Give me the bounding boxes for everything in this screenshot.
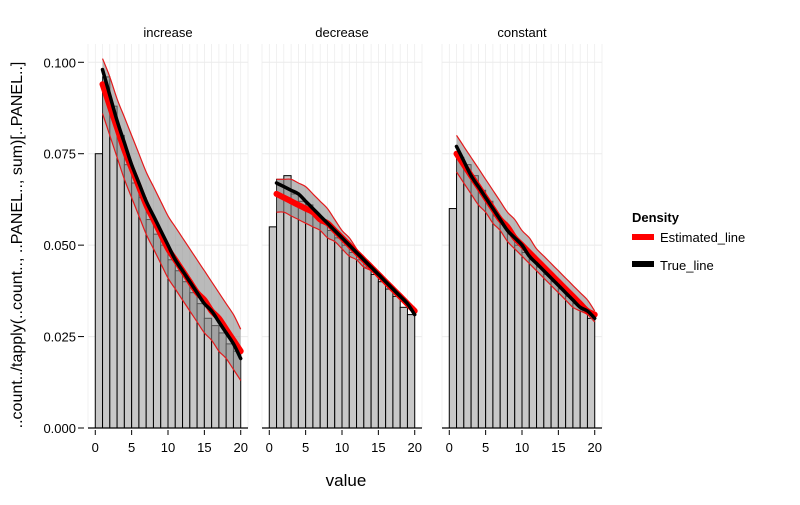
legend-label-true-line: True_line <box>660 258 714 273</box>
panel-constant: constant 0 5 10 15 20 <box>441 25 603 455</box>
histogram-bar <box>377 281 387 429</box>
histogram-bar <box>406 314 416 429</box>
histogram-bar <box>356 259 365 429</box>
histogram-bar <box>385 288 394 429</box>
x-tick-label: 15 <box>371 440 385 455</box>
histogram-bar <box>131 182 140 429</box>
histogram-bar <box>392 295 401 429</box>
x-tick-label: 0 <box>266 440 273 455</box>
histogram-bar <box>297 200 307 429</box>
x-tick-label: 20 <box>587 440 601 455</box>
true-line <box>274 181 417 317</box>
y-tick-label: 0.050 <box>43 238 76 253</box>
legend: Density Estimated_line True_line <box>632 210 745 273</box>
y-tick-label: 0.000 <box>43 421 76 436</box>
x-tick-label: 10 <box>515 440 529 455</box>
histogram-bar <box>572 303 581 429</box>
histogram-bar <box>341 244 350 429</box>
histogram-bar <box>586 317 596 429</box>
y-tick-label: 0.100 <box>43 55 76 70</box>
histogram-bar <box>456 156 465 429</box>
x-axis-label: value <box>326 471 367 490</box>
histogram-bar <box>506 233 516 429</box>
histogram-bar <box>492 215 501 429</box>
histogram-bar <box>305 204 314 429</box>
histogram-bar <box>145 219 154 429</box>
histogram-bar <box>152 233 162 429</box>
histogram-bar <box>470 175 479 429</box>
x-tick-label: 5 <box>482 440 489 455</box>
histogram-bar <box>579 310 588 429</box>
histogram-bar <box>499 222 508 429</box>
legend-key-true-line <box>632 261 654 267</box>
histogram-bar <box>550 281 559 429</box>
histogram-bar <box>94 153 104 429</box>
y-tick-label: 0.075 <box>43 147 76 162</box>
histogram-bar <box>363 266 372 429</box>
y-axis: 0.000 0.025 0.050 0.075 0.100 <box>43 55 84 436</box>
legend-title: Density <box>632 210 680 225</box>
y-axis-label: ..count../tapply(..count.., ..PANEL.., s… <box>9 62 26 429</box>
panel-increase: increase 0 5 10 15 20 <box>87 25 249 455</box>
histogram-bar <box>528 259 538 429</box>
true-line <box>454 144 597 321</box>
histogram-bar <box>557 288 567 429</box>
histogram-bar <box>348 251 358 429</box>
y-tick-label: 0.025 <box>43 330 76 345</box>
histogram-bar <box>268 226 278 429</box>
x-tick-label: 15 <box>197 440 211 455</box>
x-tick-label: 10 <box>161 440 175 455</box>
band-lower-edge <box>101 113 242 381</box>
histogram-bar <box>319 222 328 429</box>
x-tick-label: 20 <box>407 440 421 455</box>
histogram-bar <box>536 266 545 429</box>
histogram-bar <box>276 178 285 429</box>
histogram-bar <box>370 273 379 429</box>
x-tick-label: 0 <box>446 440 453 455</box>
band-upper-edge <box>101 58 242 330</box>
legend-key-estimated-line <box>632 234 654 240</box>
histogram-bar <box>485 200 494 429</box>
band-lower-edge <box>456 171 596 323</box>
legend-label-estimated-line: Estimated_line <box>660 230 745 245</box>
histogram-bar <box>290 193 299 429</box>
histogram-bar <box>565 295 574 429</box>
confidence-band <box>456 135 595 322</box>
histogram-bar <box>521 251 530 429</box>
x-tick-label: 0 <box>92 440 99 455</box>
panel-title: decrease <box>315 25 368 40</box>
x-tick-label: 15 <box>551 440 565 455</box>
x-tick-label: 20 <box>233 440 247 455</box>
histogram-bar <box>312 215 321 429</box>
x-tick-label: 10 <box>335 440 349 455</box>
band-upper-edge <box>456 135 596 312</box>
histogram-bar <box>514 244 523 429</box>
histogram-bar <box>399 306 408 429</box>
histogram-bar <box>116 134 125 429</box>
histogram-bar <box>123 164 133 429</box>
panel-title: increase <box>143 25 192 40</box>
x-tick-label: 5 <box>302 440 309 455</box>
panel-decrease: decrease 0 5 10 15 20 <box>261 25 423 455</box>
histogram-bar <box>448 208 458 429</box>
histogram-bar <box>463 164 472 429</box>
histogram-bar <box>326 230 336 429</box>
x-tick-label: 5 <box>128 440 135 455</box>
true-line <box>100 67 243 361</box>
panel-title: constant <box>497 25 547 40</box>
histogram-bar <box>334 237 343 429</box>
histogram-bar <box>477 189 487 429</box>
histogram-bar <box>543 273 552 429</box>
